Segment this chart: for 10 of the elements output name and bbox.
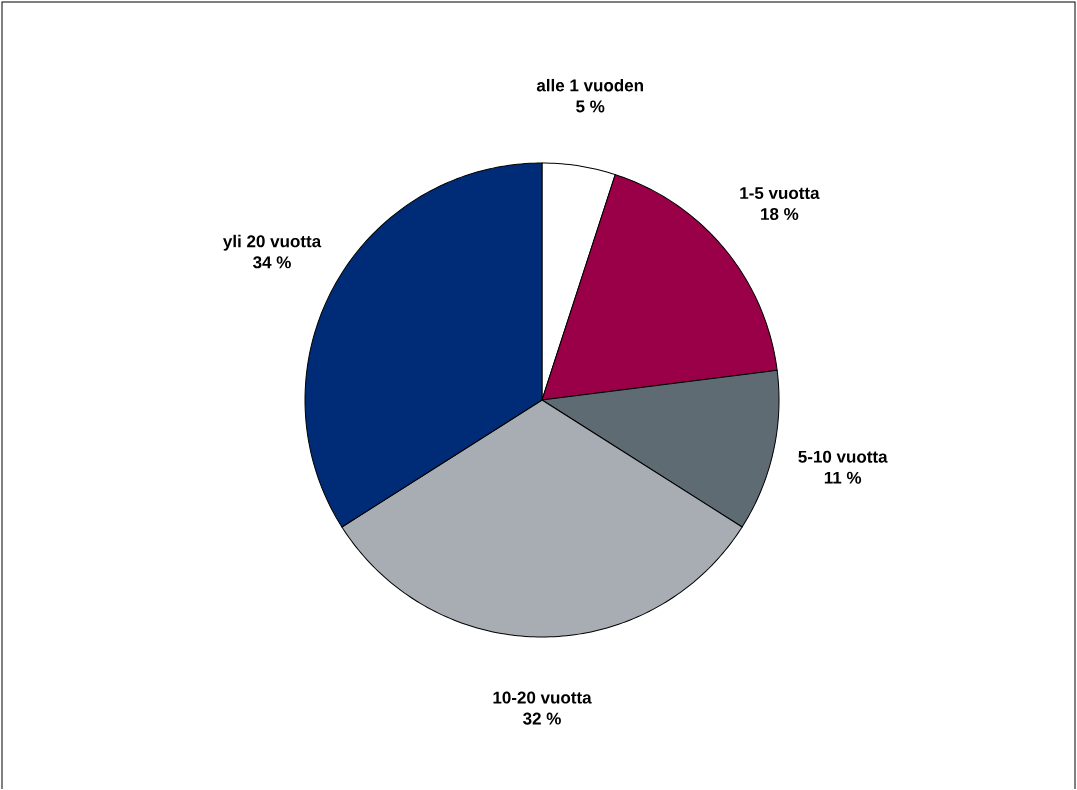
data-label: 18 % [761,208,799,221]
data-label: 11 % [824,472,862,484]
data-label: 34 % [253,256,291,269]
data-label: 32 % [523,712,561,725]
slice-label: 1-5 vuotta [740,187,820,200]
slice-label: yli 20 vuotta [223,235,322,251]
slice-label: 5-10 vuotta [798,450,888,463]
data-label: 5 % [576,100,605,113]
slice-label: 10-20 vuotta [493,691,592,704]
slice-label: alle 1 vuoden [536,79,643,92]
